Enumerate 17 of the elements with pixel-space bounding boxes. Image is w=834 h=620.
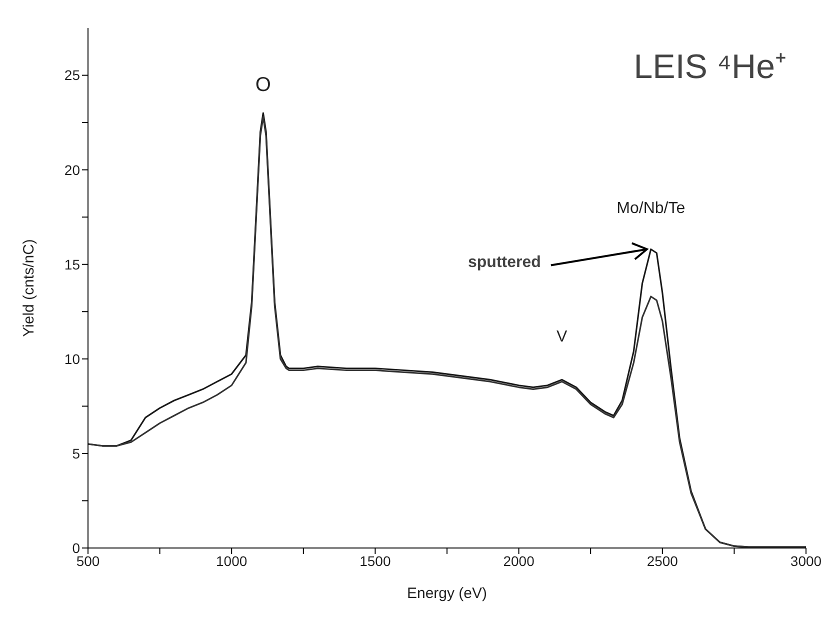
text: LEIS ⁴He⁺ [634,48,786,86]
x-tick-label: 2500 [646,552,678,569]
y-tick-label: 10 [64,350,80,367]
x-tick-label: 1000 [216,552,248,569]
x-tick-label: 3000 [790,552,822,569]
y-tick-label: 20 [64,162,80,178]
x-tick-label: 1500 [360,552,391,569]
x-axis-title: Energy (eV) [406,585,488,602]
annotation: Mo/Nb/Te [616,200,686,218]
annotation: sputtered [468,254,541,272]
y-tick-label: 25 [64,67,80,84]
x-tick-label: 2000 [503,552,535,569]
annotation: V [556,328,568,346]
y-tick-label: 15 [64,256,80,272]
annotation: O [255,74,271,96]
y-axis-title: Yield (cnts/nC) [20,239,38,337]
y-tick-label: 5 [72,445,80,462]
